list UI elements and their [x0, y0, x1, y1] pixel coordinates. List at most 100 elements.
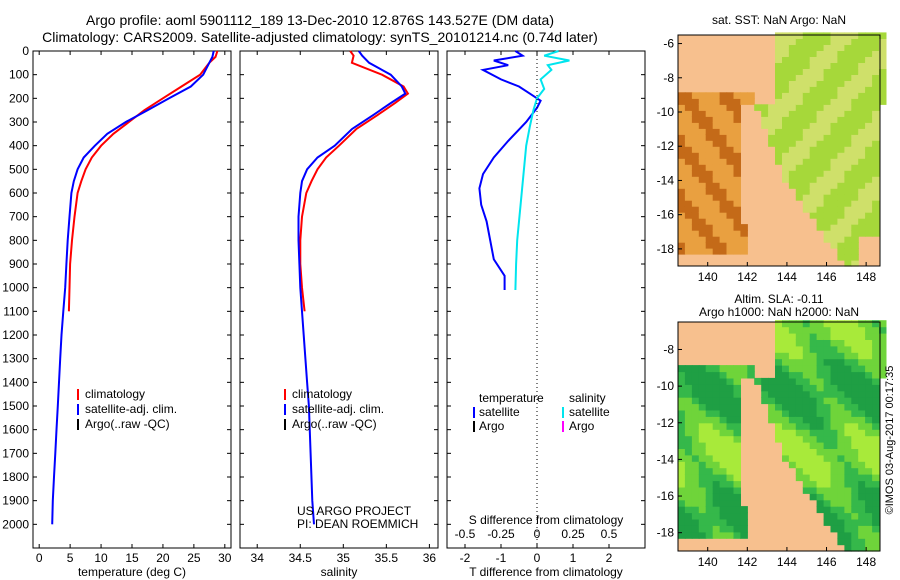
ocean-cell [816, 62, 825, 69]
plot-title-line1: Argo profile: aoml 5901112_189 13-Dec-20… [85, 12, 554, 28]
ocean-cell [851, 442, 859, 449]
ocean-cell [809, 128, 818, 135]
ocean-cell [775, 146, 783, 153]
ocean-cell [844, 32, 852, 39]
ocean-cell [851, 128, 859, 135]
ocean-cell [858, 384, 866, 392]
ocean-cell [782, 333, 790, 340]
ocean-cell [733, 525, 741, 533]
ocean-cell [809, 352, 818, 360]
ocean-cell [705, 461, 714, 469]
ocean-cell [837, 480, 845, 488]
ocean-cell [691, 164, 700, 171]
ocean-cell [726, 188, 734, 195]
ocean-cell [726, 506, 734, 514]
ocean-cell [712, 140, 721, 147]
ocean-cell [816, 80, 825, 87]
ocean-cell [823, 506, 832, 514]
ocean-cell [684, 110, 693, 117]
ocean-cell [726, 182, 734, 189]
ocean-cell [733, 486, 741, 494]
ocean-cell [858, 544, 866, 552]
ocean-cell [844, 544, 852, 552]
ocean-cell [698, 448, 707, 456]
ocean-cell [733, 480, 741, 488]
ocean-cell [858, 474, 866, 482]
ocean-cell [830, 200, 838, 207]
ocean-cell [823, 80, 832, 87]
ocean-cell [768, 116, 776, 123]
ocean-cell [782, 128, 790, 135]
ocean-cell [684, 397, 693, 405]
ocean-cell [851, 397, 859, 405]
ocean-cell [809, 435, 818, 443]
ocean-cell [823, 44, 832, 51]
ocean-cell [761, 122, 769, 129]
ocean-cell [858, 56, 866, 63]
ocean-cell [775, 104, 783, 111]
ocean-cell [872, 486, 880, 494]
ocean-cell [837, 116, 845, 123]
ocean-cell [719, 525, 728, 533]
ocean-cell [879, 345, 887, 353]
ocean-cell [788, 62, 797, 69]
ocean-cell [851, 377, 859, 385]
ocean-cell [733, 134, 741, 141]
ocean-cell [823, 62, 832, 69]
ocean-cell [719, 146, 728, 153]
ocean-cell [761, 116, 769, 123]
map-y-tick-label: -10 [657, 105, 675, 119]
ocean-cell [698, 134, 707, 141]
ocean-cell [823, 104, 832, 111]
ocean-cell [851, 98, 859, 105]
ocean-cell [851, 538, 859, 546]
series-line [67, 50, 219, 312]
ocean-cell [865, 86, 873, 93]
ocean-cell [872, 358, 880, 366]
ocean-cell [830, 98, 838, 105]
ocean-cell [782, 170, 790, 177]
ocean-cell [872, 409, 880, 417]
ocean-cell [844, 371, 852, 379]
ocean-cell [684, 140, 693, 147]
series-line [514, 50, 570, 291]
ocean-cell [733, 188, 741, 195]
ocean-cell [678, 122, 686, 129]
ocean-cell [678, 371, 686, 379]
ocean-cell [858, 518, 866, 526]
ocean-cell [712, 506, 721, 514]
ocean-cell [719, 499, 728, 507]
ocean-cell [705, 122, 714, 129]
ocean-cell [678, 377, 686, 385]
ocean-cell [740, 92, 748, 99]
ocean-cell [865, 212, 873, 219]
ocean-cell [740, 224, 748, 231]
ocean-cell [782, 140, 790, 147]
ocean-cell [719, 377, 728, 385]
ocean-cell [809, 358, 818, 366]
ocean-cell [733, 384, 741, 392]
ocean-cell [851, 422, 859, 430]
ocean-cell [788, 140, 797, 147]
ocean-cell [802, 352, 811, 360]
ocean-cell [705, 506, 714, 514]
legend-label: Argo [569, 419, 595, 433]
ocean-cell [705, 158, 714, 165]
ocean-cell [858, 326, 866, 334]
ocean-cell [816, 122, 825, 129]
ocean-cell [795, 448, 804, 456]
ocean-cell [823, 194, 832, 201]
ocean-cell [712, 467, 721, 475]
ocean-cell [678, 98, 686, 105]
ocean-cell [782, 345, 790, 353]
ocean-cell [816, 110, 825, 117]
ocean-cell [678, 467, 686, 475]
ocean-cell [865, 74, 873, 81]
ocean-cell [678, 429, 686, 437]
ocean-cell [698, 486, 707, 494]
ocean-cell [684, 435, 693, 443]
map-y-tick-label: -16 [657, 489, 675, 503]
ocean-cell [719, 230, 728, 237]
ocean-cell [726, 518, 734, 526]
ocean-cell [809, 74, 818, 81]
